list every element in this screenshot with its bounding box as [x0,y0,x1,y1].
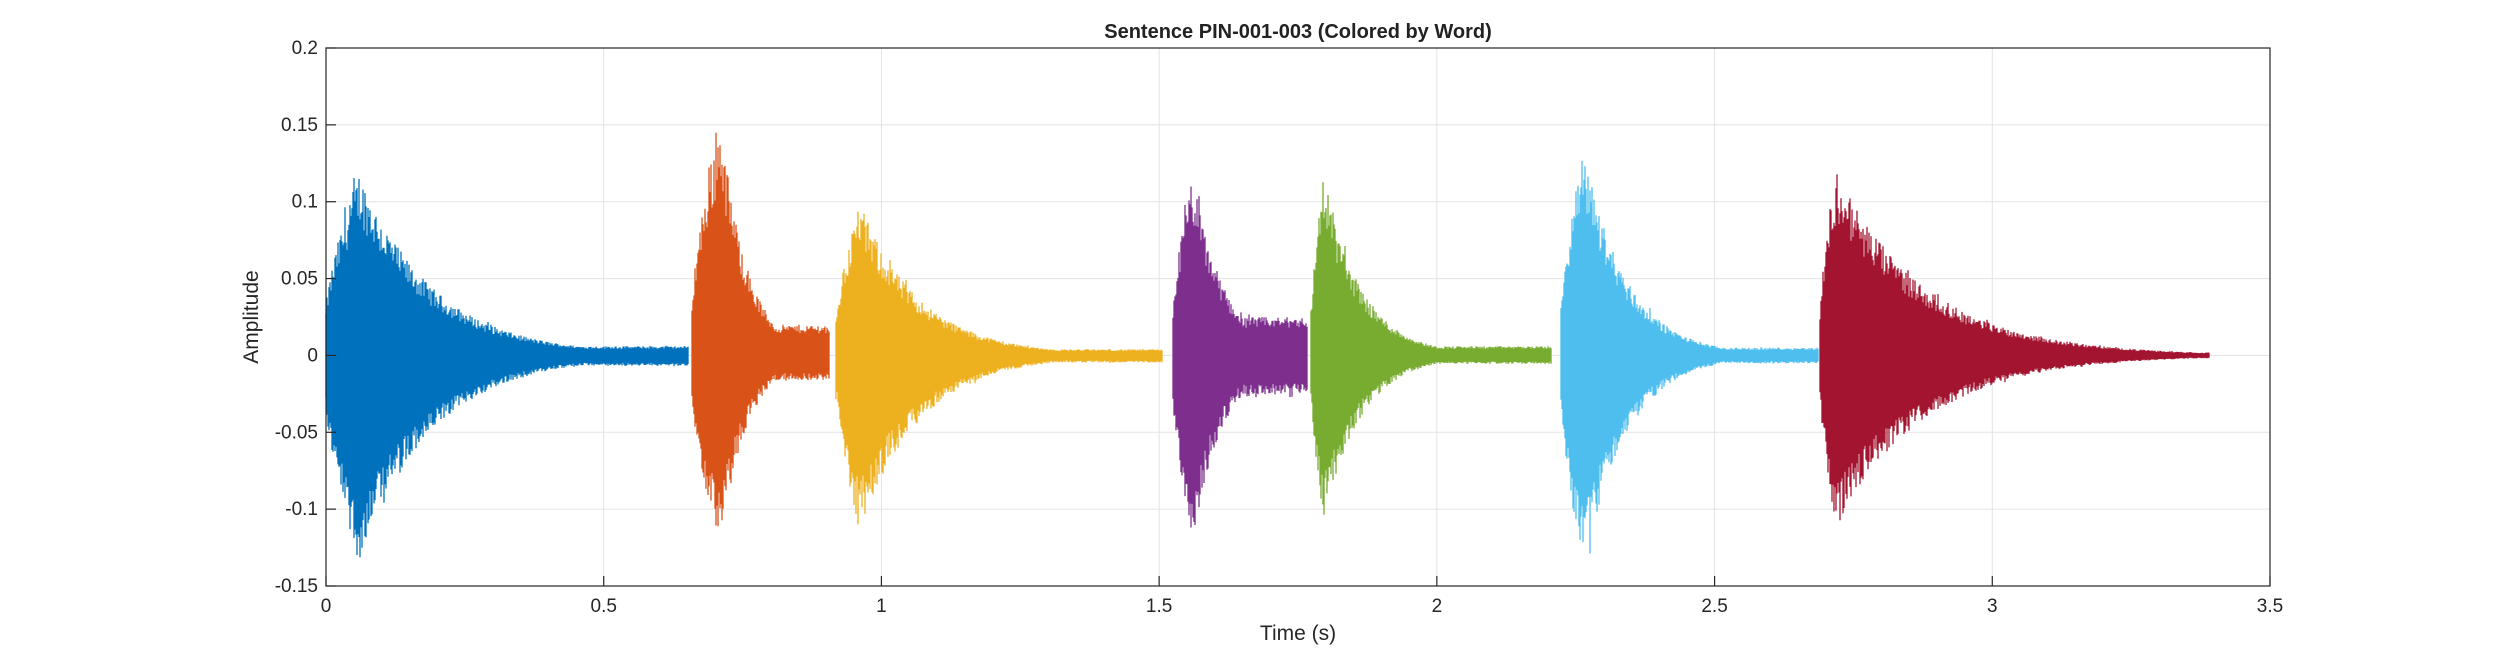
x-tick-label: 0 [321,596,332,617]
x-tick-label: 2 [1432,596,1443,617]
y-tick-label: -0.15 [275,576,318,597]
x-tick-label: 1 [876,596,887,617]
waveform-segment-2 [691,132,830,527]
x-tick-label: 0.5 [591,596,617,617]
x-tick-label: 3 [1987,596,1998,617]
y-tick-label: -0.05 [275,422,318,443]
y-axis-label: Amplitude [240,270,263,363]
chart-title: Sentence PIN-001-003 (Colored by Word) [1104,21,1492,43]
x-tick-label: 1.5 [1146,596,1172,617]
x-tick-label: 3.5 [2257,596,2283,617]
y-tick-label: 0.1 [292,192,318,213]
waveform-series [325,132,2210,558]
axis-ticks: 0 0.5 1 1.5 2 2.5 3 3.5 -0.15 -0.1 -0.05 0 0.05 0.1 0.… [275,38,2284,617]
y-tick-label: 0.05 [281,269,318,290]
y-tick-label: 0.15 [281,115,318,136]
plot-area [326,48,2270,586]
waveform-segment-7 [1819,174,2210,521]
x-axis-label: Time (s) [1260,622,1336,645]
axes-box [325,47,2271,587]
waveform-segment-5 [1310,182,1552,515]
y-tick-label: 0.2 [292,38,318,59]
waveform-segment-6 [1560,160,1819,554]
x-tick-label: 2.5 [1701,596,1727,617]
y-tick-label: 0 [307,345,318,366]
y-tick-label: -0.1 [285,499,318,520]
waveform-segment-3 [835,211,1163,525]
waveform-segment-4 [1172,186,1308,528]
